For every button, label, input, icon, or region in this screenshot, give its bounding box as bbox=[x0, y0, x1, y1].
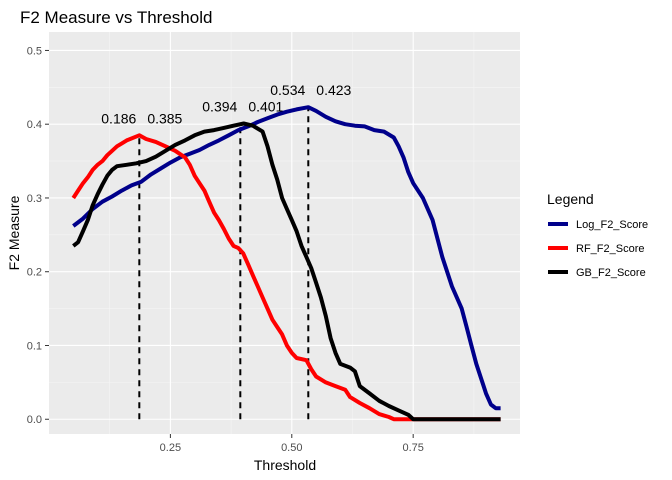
legend-label: RF_F2_Score bbox=[576, 243, 644, 255]
annotation-label: 0.385 bbox=[147, 110, 182, 126]
annotation-label: 0.401 bbox=[248, 98, 283, 114]
x-tick-label: 0.25 bbox=[160, 442, 181, 454]
legend-label: GB_F2_Score bbox=[576, 267, 646, 279]
series-line-Log_F2_Score bbox=[72, 105, 501, 411]
legend: Legend Log_F2_Score RF_F2_Score GB_F2_Scor… bbox=[547, 191, 648, 279]
annotation-label: 0.534 bbox=[270, 82, 305, 98]
y-tick-label: 0.0 bbox=[27, 414, 42, 426]
x-tick-label: 0.75 bbox=[402, 442, 423, 454]
legend-title: Legend bbox=[547, 191, 594, 207]
y-tick-label: 0.3 bbox=[27, 193, 42, 205]
x-axis-label: Threshold bbox=[254, 457, 316, 473]
annotation-label: 0.186 bbox=[101, 110, 136, 126]
x-axis-ticks: 0.25 0.50 0.75 bbox=[160, 434, 424, 454]
y-tick-label: 0.4 bbox=[27, 119, 42, 131]
chart-title: F2 Measure vs Threshold bbox=[20, 8, 212, 27]
x-tick-label: 0.50 bbox=[281, 442, 302, 454]
gridlines bbox=[49, 32, 520, 434]
series-line-RF_F2_Score bbox=[71, 133, 501, 422]
y-tick-label: 0.1 bbox=[27, 340, 42, 352]
series-line-GB_F2_Score bbox=[72, 121, 501, 422]
legend-label: Log_F2_Score bbox=[576, 219, 648, 231]
y-axis-label: F2 Measure bbox=[6, 195, 22, 270]
y-axis-ticks: 0.0 0.1 0.2 0.3 0.4 0.5 bbox=[27, 45, 49, 426]
plot-panel bbox=[49, 32, 520, 434]
annotation-label: 0.394 bbox=[202, 98, 237, 114]
series-lines bbox=[71, 105, 501, 422]
annotation-label: 0.423 bbox=[316, 82, 351, 98]
y-tick-label: 0.2 bbox=[27, 267, 42, 279]
y-tick-label: 0.5 bbox=[27, 45, 42, 57]
